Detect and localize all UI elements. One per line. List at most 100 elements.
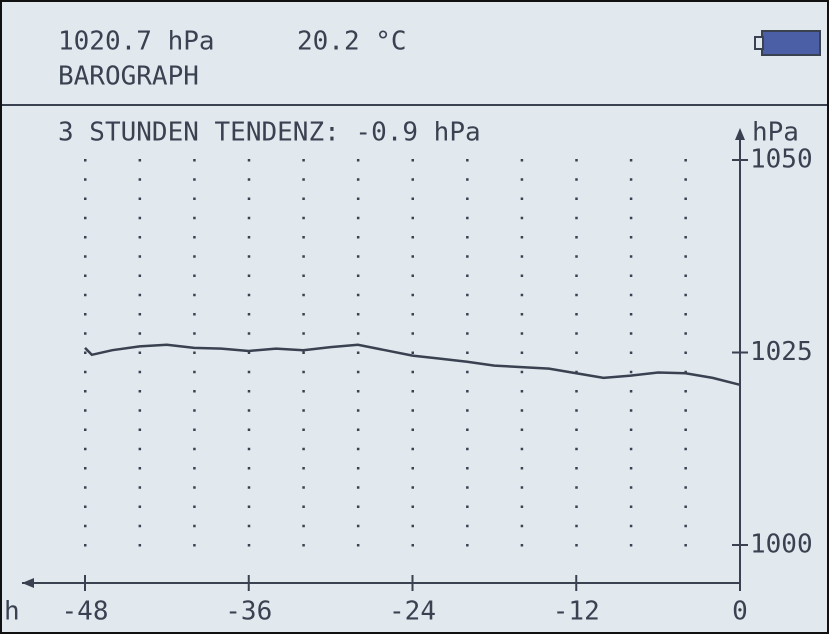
grid-dot — [248, 409, 251, 412]
grid-dot — [521, 313, 524, 316]
grid-dot — [139, 294, 142, 297]
grid-dot — [193, 506, 196, 509]
grid-dot — [630, 313, 633, 316]
grid-dot — [684, 486, 687, 489]
grid-dot — [466, 409, 469, 412]
temperature-reading: 20.2 °C — [297, 27, 407, 57]
grid-dot — [412, 313, 415, 316]
grid-dot — [302, 294, 305, 297]
grid-dot — [575, 390, 578, 393]
grid-dot — [575, 255, 578, 258]
grid-dot — [575, 332, 578, 335]
grid-dot — [302, 159, 305, 162]
battery-body — [762, 31, 820, 55]
grid-dot — [521, 255, 524, 258]
grid-dot — [412, 275, 415, 278]
grid-dot — [575, 429, 578, 432]
grid-dot — [630, 429, 633, 432]
grid-dot — [84, 486, 87, 489]
grid-dot — [84, 332, 87, 335]
grid-dot — [575, 313, 578, 316]
grid-dot — [248, 178, 251, 181]
grid-dot — [466, 294, 469, 297]
grid-dot — [84, 390, 87, 393]
grid-dot — [248, 275, 251, 278]
grid-dot — [466, 332, 469, 335]
grid-dot — [139, 525, 142, 528]
grid-dot — [139, 429, 142, 432]
grid-dot — [466, 159, 469, 162]
grid-dot — [248, 294, 251, 297]
grid-dot — [302, 429, 305, 432]
y-tick-label: 1050 — [750, 145, 813, 175]
grid-dot — [630, 525, 633, 528]
grid-dot — [521, 178, 524, 181]
grid-dot — [684, 352, 687, 355]
x-tick-label: -24 — [389, 597, 436, 627]
page: 1020.7 hPa 20.2 °C BAROGRAPH 3 STUNDEN T… — [0, 0, 829, 634]
grid-dot — [193, 525, 196, 528]
grid-dot — [84, 198, 87, 201]
grid-dot — [412, 294, 415, 297]
grid-dot — [139, 159, 142, 162]
grid-dot — [684, 198, 687, 201]
grid-dot — [193, 313, 196, 316]
grid-dot — [412, 467, 415, 470]
x-tick-label: -48 — [62, 597, 109, 627]
grid-dot — [139, 486, 142, 489]
grid-dot — [357, 506, 360, 509]
grid-dot — [575, 159, 578, 162]
grid-dot — [630, 467, 633, 470]
grid-dot — [466, 198, 469, 201]
grid-dot — [521, 236, 524, 239]
grid-dot — [193, 198, 196, 201]
grid-dot — [412, 352, 415, 355]
grid-dot — [466, 352, 469, 355]
grid-dot — [248, 332, 251, 335]
mode-label: BAROGRAPH — [58, 62, 199, 92]
grid-dot — [193, 409, 196, 412]
grid-dot — [412, 371, 415, 374]
grid-dot — [466, 371, 469, 374]
grid-dot — [302, 255, 305, 258]
grid-dot — [630, 332, 633, 335]
grid-dot — [412, 506, 415, 509]
grid-dot — [302, 217, 305, 220]
grid-dot — [521, 198, 524, 201]
grid-dot — [193, 390, 196, 393]
grid-dot — [521, 486, 524, 489]
grid-dot — [248, 544, 251, 547]
grid-dot — [84, 255, 87, 258]
x-tick-label: 0 — [732, 597, 748, 627]
grid-dot — [248, 236, 251, 239]
grid-dot — [412, 217, 415, 220]
grid-dot — [357, 544, 360, 547]
grid-dot — [357, 275, 360, 278]
grid-dot — [302, 544, 305, 547]
grid-dot — [357, 178, 360, 181]
grid-dot — [357, 217, 360, 220]
grid-dot — [575, 178, 578, 181]
grid-dot — [575, 525, 578, 528]
grid-dot — [575, 467, 578, 470]
grid-dot — [412, 429, 415, 432]
grid-dot — [139, 448, 142, 451]
grid-dot — [84, 371, 87, 374]
grid-dot — [84, 448, 87, 451]
grid-dot — [302, 236, 305, 239]
grid-dot — [248, 429, 251, 432]
grid-dot — [302, 198, 305, 201]
grid-dot — [466, 390, 469, 393]
grid-dot — [139, 371, 142, 374]
grid-dot — [521, 390, 524, 393]
grid-dot — [193, 159, 196, 162]
grid-dot — [193, 486, 196, 489]
grid-dot — [84, 544, 87, 547]
grid-dot — [357, 159, 360, 162]
grid-dot — [630, 544, 633, 547]
grid-dot — [139, 544, 142, 547]
y-tick-label: 1000 — [750, 530, 813, 560]
grid-dot — [684, 313, 687, 316]
grid-dot — [357, 313, 360, 316]
grid-dot — [248, 313, 251, 316]
